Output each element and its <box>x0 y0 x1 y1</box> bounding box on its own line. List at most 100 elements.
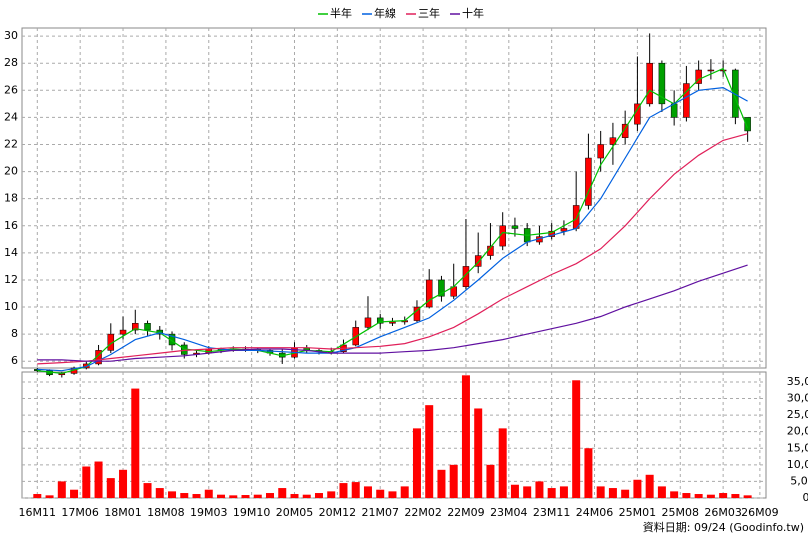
candle-body <box>658 62 666 105</box>
y-tick-label: 30 <box>4 29 18 42</box>
volume-bar <box>302 494 311 498</box>
ma-line <box>37 133 748 365</box>
volume-bar <box>143 483 152 498</box>
x-tick-label: 24M06 <box>576 506 614 519</box>
candle-body <box>572 205 580 229</box>
y-tick-label: 24 <box>4 110 18 123</box>
volume-bar <box>425 405 434 498</box>
volume-bar <box>498 428 507 498</box>
volume-bar <box>657 486 666 498</box>
candle-body <box>144 323 151 331</box>
y-tick-label: 18 <box>4 192 18 205</box>
volume-bar <box>106 478 115 498</box>
footer: 資料日期: 09/24 (Goodinfo.tw) <box>643 520 804 534</box>
x-tick-label: 26M03 <box>704 506 742 519</box>
x-tick-label: 18M08 <box>147 506 185 519</box>
y-tick-label: 6 <box>11 354 18 367</box>
y-tick-label: 12 <box>4 273 18 286</box>
y2-tick-label: 35,000 <box>787 375 808 388</box>
volume-bar <box>682 493 691 498</box>
volume-bar <box>743 495 752 498</box>
y-tick-label: 8 <box>11 327 18 340</box>
volume-bar <box>694 494 703 498</box>
y2-tick-label: 5,000 <box>790 474 808 487</box>
volume-bar <box>608 488 617 498</box>
volume-bar <box>33 494 42 498</box>
volume-bar <box>314 493 323 498</box>
volume-bar <box>535 481 544 498</box>
volume-bar <box>241 495 250 498</box>
volume-panel <box>21 371 767 499</box>
legend-label: 半年 <box>330 6 352 20</box>
volume-bar <box>474 408 483 498</box>
volume-bar <box>731 494 740 498</box>
volume-bar <box>400 486 409 498</box>
volume-bar <box>388 491 397 498</box>
candle-body <box>707 69 715 72</box>
volume-bar <box>266 493 274 498</box>
volume-bar <box>217 494 226 498</box>
volume-bar <box>486 464 495 498</box>
y-tick-label: 28 <box>4 56 18 69</box>
volume-bar <box>119 469 128 498</box>
x-tick-label: 20M12 <box>319 506 357 519</box>
volume-bar <box>351 482 360 498</box>
candle-body <box>511 225 519 229</box>
legend-label: 三年 <box>418 6 440 20</box>
volume-bar <box>192 494 201 498</box>
volume-bar <box>155 488 164 498</box>
y2-tick-label: 15,000 <box>787 441 808 454</box>
volume-bar <box>339 483 348 498</box>
y2-tick-label: 25,000 <box>787 408 808 421</box>
x-tick-label: 20M05 <box>276 506 314 519</box>
volume-bar <box>278 488 287 498</box>
candle-body <box>560 228 568 232</box>
volume-bar <box>559 486 568 498</box>
volume-bar <box>131 388 140 498</box>
x-tick-label: 19M03 <box>190 506 228 519</box>
volume-bar <box>253 494 262 498</box>
legend-label: 年線 <box>374 6 396 20</box>
volume-bar <box>449 464 458 498</box>
x-tick-label: 25M08 <box>662 506 700 519</box>
volume-bar <box>719 493 728 498</box>
x-tick-label: 17M06 <box>61 506 99 519</box>
volume-bar <box>70 489 79 498</box>
volume-bar <box>376 489 385 498</box>
ma-line <box>37 86 748 372</box>
volume-bar <box>621 489 630 498</box>
candle-body <box>670 103 678 118</box>
volume-bar <box>461 375 470 498</box>
x-tick-label: 19M10 <box>233 506 271 519</box>
y-tick-label: 26 <box>4 83 18 96</box>
price-panel <box>21 27 767 369</box>
candle-body <box>132 323 139 331</box>
x-tick-label: 23M04 <box>490 506 528 519</box>
volume-bar <box>168 491 177 498</box>
legend-label: 十年 <box>462 6 484 20</box>
candle-body <box>646 62 653 105</box>
volume-bar <box>229 495 238 498</box>
volume-bar <box>204 489 213 498</box>
candle-body <box>438 279 445 297</box>
volume-bar <box>82 466 91 498</box>
candle-body <box>683 83 690 118</box>
y-tick-label: 16 <box>4 219 18 232</box>
volume-bar <box>290 494 299 498</box>
x-tick-label: 26M09 <box>741 506 779 519</box>
candle-body <box>389 321 396 324</box>
volume-bar <box>437 469 446 498</box>
y-tick-label: 20 <box>4 165 18 178</box>
volume-bar <box>180 493 189 498</box>
x-tick-label: 23M11 <box>533 506 571 519</box>
volume-bar <box>670 491 679 498</box>
candle-body <box>585 157 592 206</box>
y2-tick-label: 20,000 <box>787 425 808 438</box>
volume-bar <box>633 479 642 498</box>
candle-body <box>597 144 604 159</box>
volume-bar <box>596 486 605 498</box>
candle-body <box>364 317 372 328</box>
x-tick-label: 25M01 <box>619 506 657 519</box>
y-tick-label: 10 <box>4 300 18 313</box>
